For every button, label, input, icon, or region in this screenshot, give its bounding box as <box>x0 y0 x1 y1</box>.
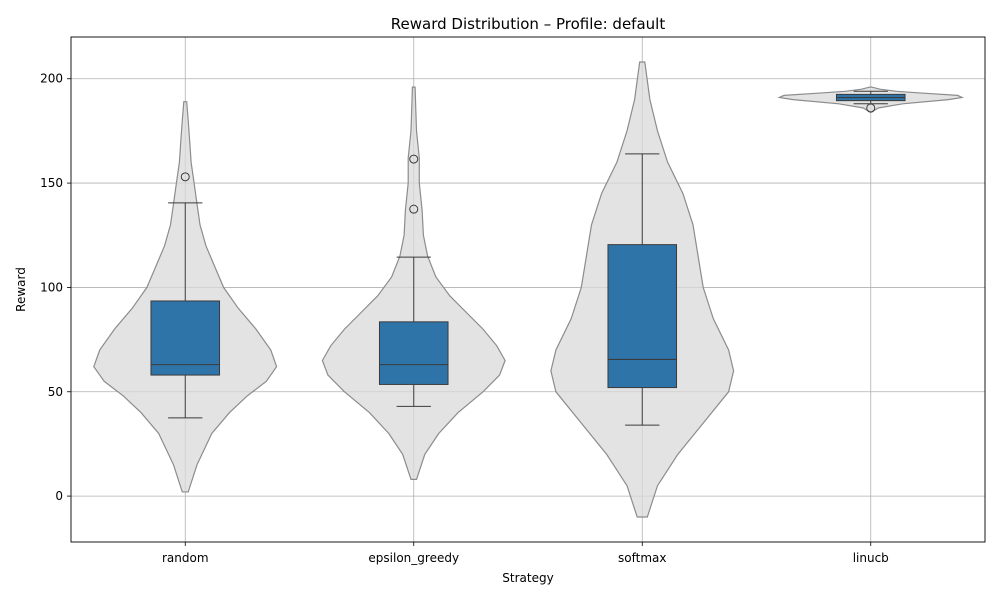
plot-frame <box>70 36 986 543</box>
outlier-point-epsilon_greedy <box>409 154 419 164</box>
outlier-point-epsilon_greedy <box>409 204 419 214</box>
x-axis-ticks: random epsilon_greedy softmax linucb <box>162 542 889 565</box>
x-tick-label-linucb: linucb <box>853 551 889 565</box>
chart-title: Reward Distribution – Profile: default <box>391 15 666 33</box>
outlier-point-linucb <box>866 103 876 113</box>
x-tick-label-random: random <box>162 551 209 565</box>
box-random <box>150 300 221 376</box>
y-tick-label: 150 <box>40 176 63 190</box>
box-epsilon_greedy <box>378 321 449 385</box>
x-tick-label-softmax: softmax <box>618 551 666 565</box>
y-tick-label: 0 <box>55 489 63 503</box>
outliers <box>180 103 876 214</box>
y-tick-label: 100 <box>40 280 63 294</box>
outlier-point-random <box>180 172 190 182</box>
box-softmax <box>607 244 678 389</box>
x-tick-label-epsilon_greedy: epsilon_greedy <box>368 551 459 565</box>
y-tick-label: 50 <box>48 385 63 399</box>
x-axis-label: Strategy <box>502 571 553 585</box>
y-tick-label: 200 <box>40 72 63 86</box>
boxplots <box>150 90 906 426</box>
y-axis-ticks: 0 50 100 150 200 <box>40 72 71 503</box>
y-axis-label: Reward <box>14 267 28 312</box>
